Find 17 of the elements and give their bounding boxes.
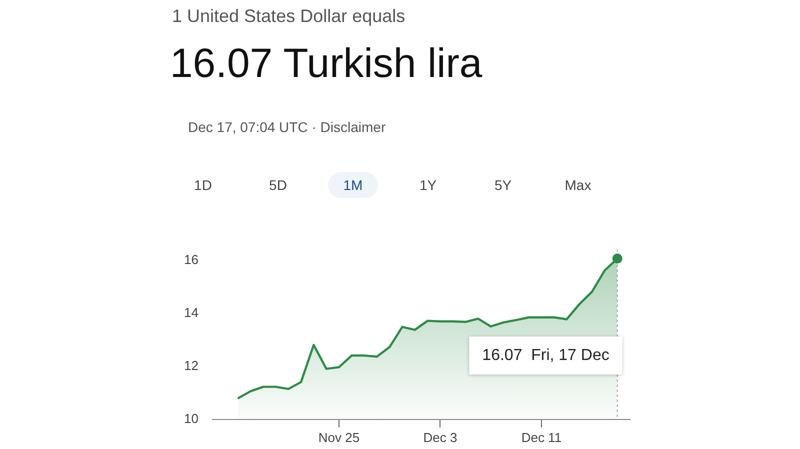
y-tick-label: 16 bbox=[184, 252, 198, 267]
chart-subtitle: 1 United States Dollar equals bbox=[172, 6, 406, 27]
text: 5Y bbox=[493, 176, 513, 195]
text: 5D bbox=[268, 176, 288, 195]
x-tick-label: Dec 3 bbox=[423, 430, 458, 445]
chart-title: 16.07 Turkish lira bbox=[170, 40, 482, 87]
annotation: 16.07 Fri, 17 Dec bbox=[482, 346, 610, 364]
text: Dec 17, 07:04 UTC · Disclaimer bbox=[188, 119, 386, 135]
x-tick-label: Dec 11 bbox=[521, 430, 562, 445]
text: 1D bbox=[193, 176, 213, 195]
text: 1Y bbox=[418, 176, 438, 195]
y-tick-label: 12 bbox=[184, 358, 198, 373]
text: Max bbox=[564, 176, 592, 195]
y-tick-label: 14 bbox=[184, 304, 198, 320]
y-tick-label: 10 bbox=[184, 410, 198, 426]
text: 1M bbox=[328, 172, 378, 198]
x-tick-label: Nov 25 bbox=[318, 430, 360, 445]
